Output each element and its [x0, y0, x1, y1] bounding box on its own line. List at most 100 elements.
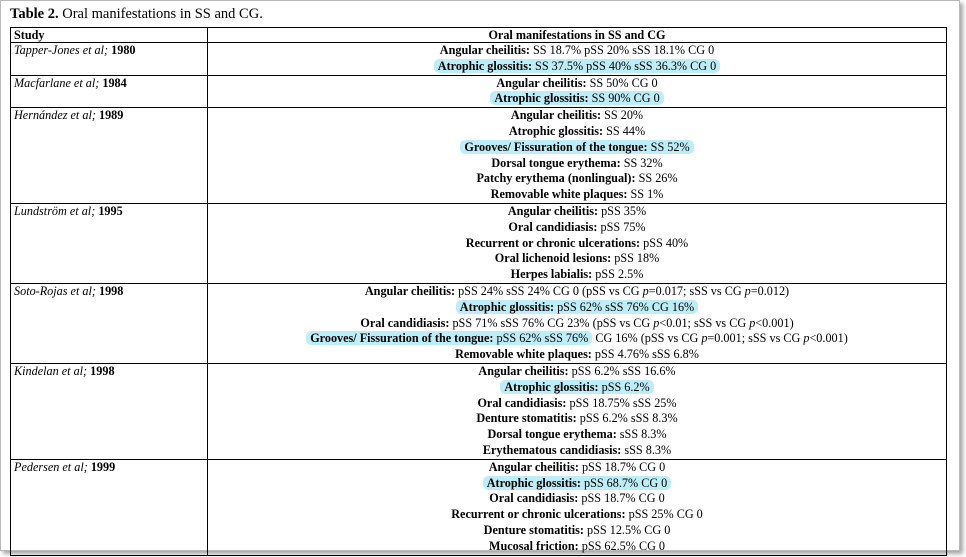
study-authors: Lundström et al; [14, 203, 96, 218]
study-year: 1998 [95, 283, 124, 298]
caption-label: Table 2. [10, 6, 59, 22]
finding-label: Oral candidiasis: [489, 491, 579, 506]
finding-value: pSS 6.2% [598, 379, 650, 394]
table-row: Soto-Rojas et al; 1998 Angular cheilitis:… [10, 282, 947, 364]
finding-label: Grooves/ Fissuration of the tongue: [310, 331, 494, 346]
findings-cell: Angular cheilitis: pSS 18.7% CG 0 Atrophi… [207, 458, 947, 556]
finding-text: Denture stomatitis: pSS 12.5% CG 0 [484, 523, 671, 537]
finding-line: Angular cheilitis: pSS 18.7% CG 0 [208, 460, 946, 476]
study-year: 1999 [87, 459, 116, 474]
study-cell: Soto-Rojas et al; 1998 [10, 282, 208, 364]
finding-line: Denture stomatitis: pSS 12.5% CG 0 [208, 523, 946, 539]
finding-text: Patchy erythema (nonlingual): SS 26% [476, 171, 677, 185]
finding-value: pSS 18.75% sSS 25% [566, 395, 677, 410]
finding-text: Angular cheilitis: SS 20% [511, 108, 643, 122]
finding-value: pSS 35% [598, 203, 647, 218]
study-cell: Hernández et al; 1989 [10, 107, 208, 204]
study-year: 1989 [95, 108, 124, 123]
highlighted-finding: Atrophic glossitis: SS 90% CG 0 [490, 91, 664, 106]
finding-label: Angular cheilitis: [488, 459, 579, 474]
finding-line: Atrophic glossitis: SS 44% [208, 124, 946, 140]
finding-value: SS 32% [620, 155, 663, 170]
finding-line: Dorsal tongue erythema: SS 32% [208, 156, 946, 172]
findings-cell: Angular cheilitis: SS 20% Atrophic glossi… [207, 107, 947, 204]
finding-text: Oral candidiasis: pSS 18.7% CG 0 [489, 491, 664, 505]
highlighted-finding: Atrophic glossitis: pSS 6.2% [500, 379, 654, 394]
study-authors: Soto-Rojas et al; [14, 283, 96, 298]
finding-text: Angular cheilitis: pSS 6.2% sSS 16.6% [478, 364, 675, 378]
table-body: Tapper-Jones et al; 1980 Angular cheiliti… [10, 42, 947, 556]
study-cell: Macfarlane et al; 1984 [10, 74, 208, 109]
finding-label: Angular cheilitis: [510, 108, 602, 123]
finding-text: Oral lichenoid lesions: pSS 18% [495, 251, 660, 265]
finding-line: Angular cheilitis: SS 20% [208, 108, 946, 124]
finding-value: pSS 18% [611, 251, 660, 266]
finding-value: SS 44% [603, 123, 646, 138]
highlighted-finding: Atrophic glossitis: pSS 68.7% CG 0 [482, 475, 672, 490]
p-value-symbol: p [653, 315, 660, 330]
finding-label: Mucosal friction: [488, 538, 579, 553]
finding-label: Angular cheilitis: [439, 43, 530, 57]
finding-value: pSS 4.76% sSS 6.8% [591, 347, 699, 362]
finding-text: Erythematous candidiasis: sSS 8.3% [483, 443, 671, 457]
study-authors: Hernández et al; [14, 108, 96, 123]
finding-line: Oral candidiasis: pSS 18.7% CG 0 [208, 491, 946, 507]
highlighted-finding: Grooves/ Fissuration of the tongue: SS 5… [460, 139, 694, 154]
finding-label: Atrophic glossitis: [486, 475, 581, 490]
finding-value: SS 1% [627, 187, 664, 202]
finding-value: SS 90% CG 0 [588, 91, 660, 106]
finding-text: Denture stomatitis: pSS 6.2% sSS 8.3% [476, 411, 677, 425]
finding-label: Atrophic glossitis: [459, 299, 555, 314]
finding-label: Recurrent or chronic ulcerations: [451, 507, 626, 522]
finding-value: pSS 25% CG 0 [625, 507, 703, 522]
finding-label: Denture stomatitis: [476, 411, 577, 426]
finding-line: Recurrent or chronic ulcerations: pSS 40… [208, 236, 946, 252]
finding-text: Oral candidiasis: pSS 75% [508, 220, 645, 234]
table-row: Lundström et al; 1995 Angular cheilitis: … [10, 202, 947, 284]
finding-text: Angular cheilitis: SS 50% CG 0 [496, 76, 657, 90]
finding-label: Dorsal tongue erythema: [487, 427, 617, 442]
finding-label: Recurrent or chronic ulcerations: [465, 235, 641, 250]
finding-value: SS 37.5% pSS 40% sSS 36.3% CG 0 [532, 58, 717, 73]
study-column-header: Study [10, 27, 208, 43]
finding-text: Angular cheilitis: pSS 35% [508, 204, 646, 218]
finding-line: Atrophic glossitis: pSS 62% sSS 76% CG 1… [208, 299, 946, 316]
finding-text: Removable white plaques: SS 1% [491, 187, 664, 201]
finding-line: Herpes labialis: pSS 2.5% [208, 267, 946, 283]
finding-line: Grooves/ Fissuration of the tongue: pSS … [208, 331, 946, 347]
finding-value: SS 52% [647, 139, 690, 154]
finding-text: Mucosal friction: pSS 62.5% CG 0 [489, 539, 665, 553]
table-row: Tapper-Jones et al; 1980 Angular cheiliti… [10, 42, 947, 76]
finding-label: Oral lichenoid lesions: [494, 251, 612, 266]
finding-label: Oral candidiasis: [508, 219, 598, 234]
finding-line: Oral candidiasis: pSS 71% sSS 76% CG 23%… [208, 316, 946, 332]
finding-value: pSS 2.5% [592, 267, 644, 282]
finding-value: pSS 24% sSS 24% CG 0 (pSS vs CG p=0.017;… [455, 283, 790, 298]
finding-value: pSS 62.5% CG 0 [578, 538, 666, 553]
finding-line: Removable white plaques: SS 1% [208, 187, 946, 203]
oral-manifestations-table: Study Oral manifestations in SS and CG T… [10, 27, 947, 556]
study-authors: Pedersen et al; [14, 459, 88, 474]
caption-text: Oral manifestations in SS and CG. [58, 6, 263, 22]
finding-line: Patchy erythema (nonlingual): SS 26% [208, 171, 946, 187]
finding-label: Removable white plaques: [490, 187, 628, 202]
study-cell: Pedersen et al; 1999 [10, 458, 208, 556]
finding-line: Atrophic glossitis: pSS 6.2% [208, 379, 946, 396]
finding-text: Dorsal tongue erythema: SS 32% [491, 156, 662, 170]
finding-label: Angular cheilitis: [507, 203, 599, 218]
finding-value: pSS 12.5% CG 0 [583, 522, 671, 537]
finding-value: pSS 75% [597, 219, 646, 234]
finding-value: pSS 62% sSS 76% CG 16% [554, 299, 695, 314]
finding-text: Removable white plaques: pSS 4.76% sSS 6… [455, 347, 699, 361]
finding-label: Herpes labialis: [510, 267, 593, 282]
finding-value: pSS 18.7% CG 0 [578, 459, 666, 474]
table-row: Macfarlane et al; 1984 Angular cheilitis:… [10, 74, 947, 109]
finding-value: sSS 8.3% [621, 442, 672, 457]
table-row: Hernández et al; 1989 Angular cheilitis: … [10, 107, 947, 204]
finding-text: Recurrent or chronic ulcerations: pSS 25… [451, 507, 703, 521]
finding-label: Dorsal tongue erythema: [491, 155, 621, 170]
finding-text: Angular cheilitis: pSS 18.7% CG 0 [489, 460, 666, 474]
study-cell: Lundström et al; 1995 [10, 202, 208, 284]
p-value-symbol: p [744, 283, 751, 298]
